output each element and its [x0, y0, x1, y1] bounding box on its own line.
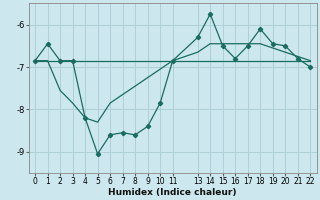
X-axis label: Humidex (Indice chaleur): Humidex (Indice chaleur) [108, 188, 237, 197]
